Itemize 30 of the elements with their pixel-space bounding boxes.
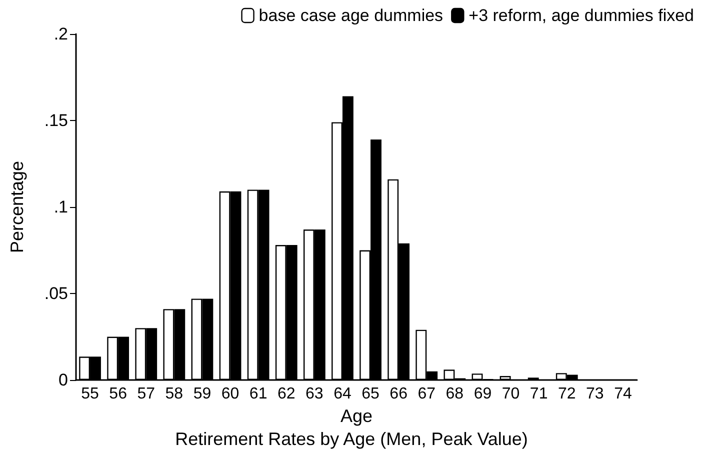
x-tick-label: 73: [586, 386, 604, 402]
y-tick-label: .1: [54, 198, 68, 216]
x-tick-label: 68: [446, 386, 464, 402]
y-tick-label: .15: [44, 111, 68, 130]
legend-label: +3 reform, age dummies fixed: [468, 6, 694, 25]
legend-label: base case age dummies: [258, 6, 444, 25]
x-tick-label: 72: [558, 386, 576, 402]
y-tick-label: 0: [58, 370, 68, 390]
y-tick-label: .2: [54, 24, 68, 44]
x-tick-label: 65: [362, 386, 380, 402]
x-tick-label: 58: [165, 386, 184, 402]
x-tick-label: 63: [306, 386, 324, 402]
x-tick-label: 61: [249, 386, 268, 402]
x-tick-label: 60: [221, 386, 240, 402]
x-tick-label: 74: [614, 386, 632, 402]
x-tick-label: 71: [530, 386, 548, 402]
text: Retirement Rates by Age (Men, Peak Value): [175, 429, 528, 449]
x-tick-label: 70: [502, 386, 520, 402]
y-axis-title: Percentage: [7, 160, 27, 254]
y-tick-label: .05: [44, 284, 68, 303]
x-tick-label: 57: [137, 386, 156, 402]
x-tick-label: 67: [418, 386, 436, 402]
x-tick-label: 64: [334, 386, 352, 402]
x-tick-label: 56: [109, 386, 128, 402]
x-tick-label: 66: [390, 386, 408, 402]
x-axis-title: Age: [340, 406, 373, 426]
x-tick-label: 69: [474, 386, 492, 402]
x-tick-label: 55: [81, 386, 100, 402]
x-tick-label: 59: [193, 386, 212, 402]
x-tick-label: 62: [277, 386, 296, 402]
